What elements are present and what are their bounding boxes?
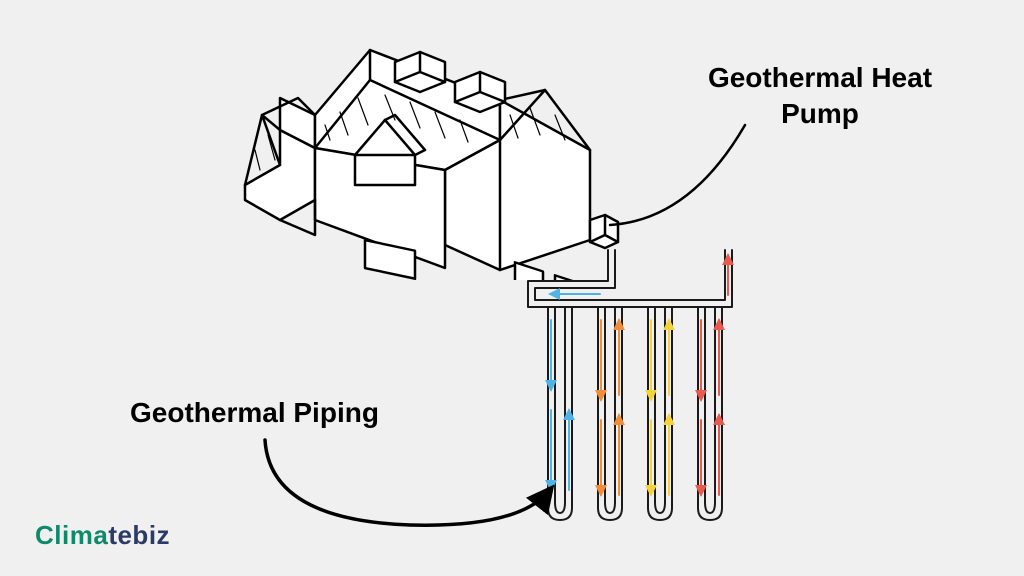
heat-pump-label-line2: Pump <box>781 98 859 129</box>
piping-callout-line <box>250 430 590 550</box>
piping-label-text: Geothermal Piping <box>130 397 379 428</box>
heat-pump-label-line1: Geothermal Heat <box>708 62 932 93</box>
logo-part2: tebiz <box>108 520 170 550</box>
heat-pump-callout-line <box>600 115 820 265</box>
logo-part1: Clima <box>35 520 108 550</box>
climatebiz-logo: Climatebiz <box>35 520 170 551</box>
piping-label: Geothermal Piping <box>130 395 379 431</box>
geothermal-diagram: Geothermal Heat Pump Geothermal Piping C… <box>0 0 1024 576</box>
heat-pump-label: Geothermal Heat Pump <box>680 60 960 133</box>
